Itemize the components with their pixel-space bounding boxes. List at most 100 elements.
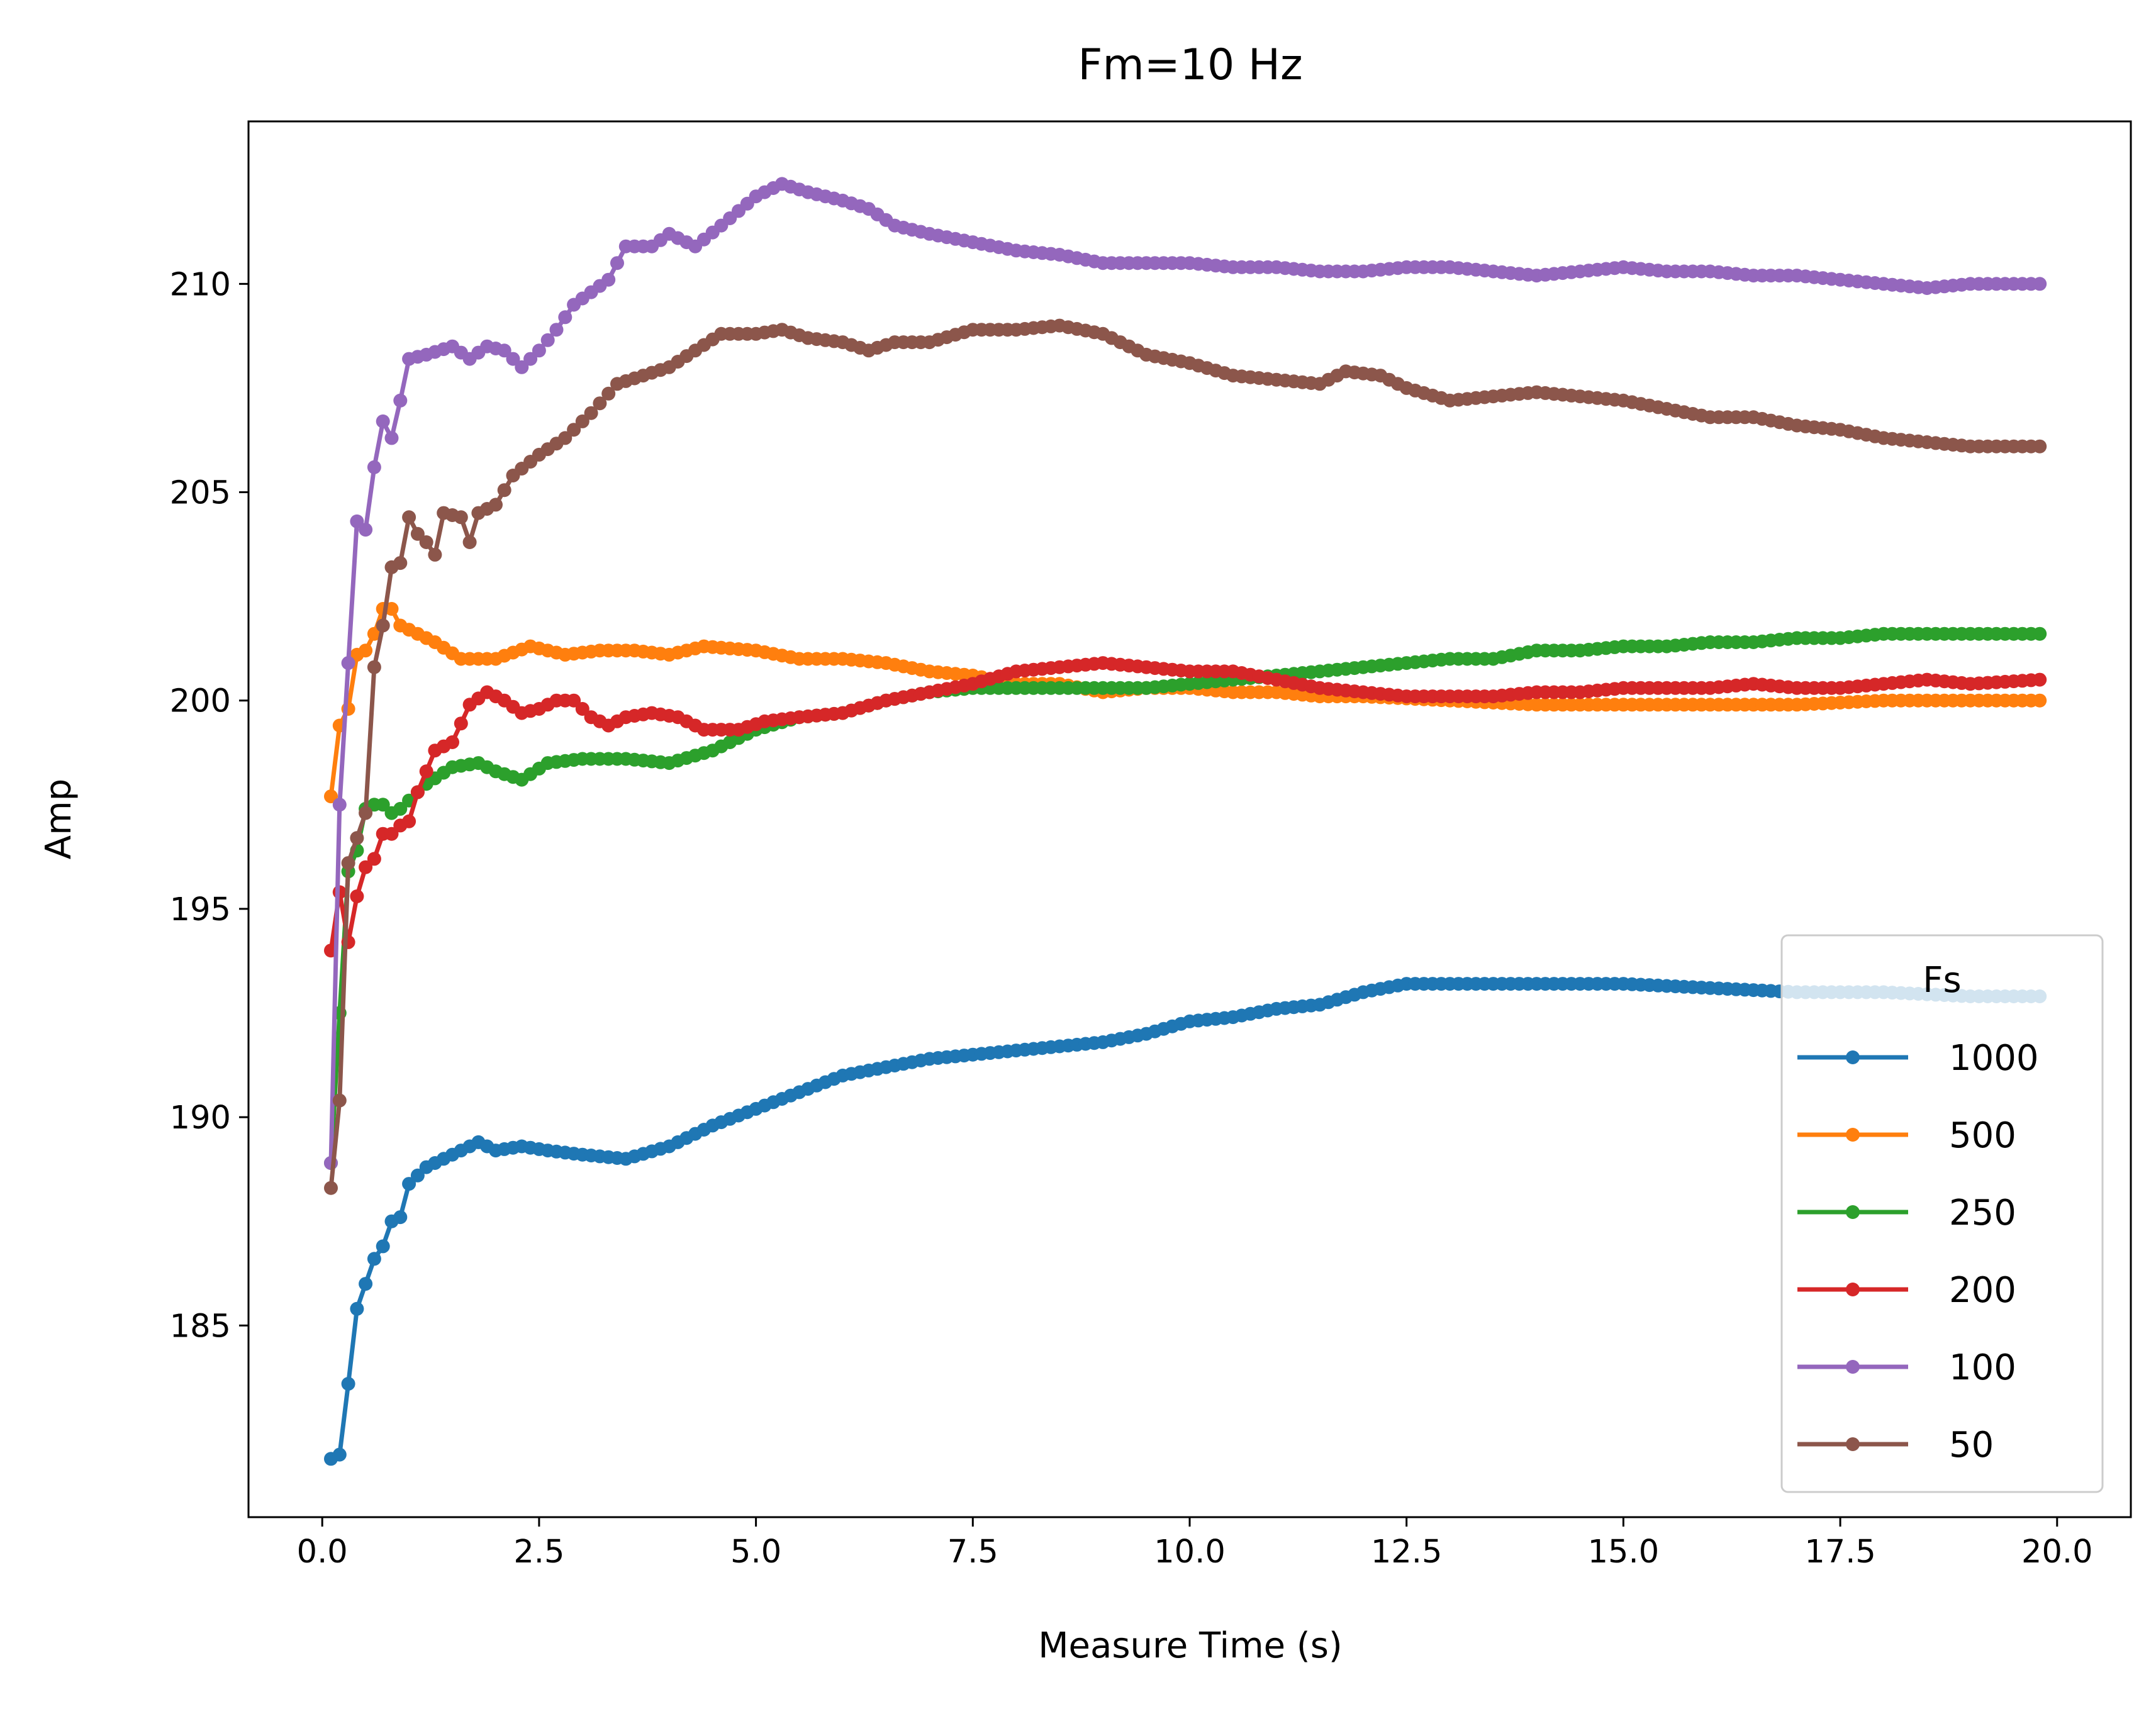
data-point bbox=[359, 860, 373, 874]
data-point bbox=[367, 852, 381, 866]
x-axis-label: Measure Time (s) bbox=[1038, 1625, 1343, 1666]
x-tick-label: 20.0 bbox=[2021, 1534, 2093, 1571]
legend-entry: 100 bbox=[1797, 1347, 2016, 1388]
data-point bbox=[367, 626, 381, 641]
legend: Fs 1000 500 250 200 100 50 bbox=[1780, 934, 2104, 1493]
data-point bbox=[532, 343, 546, 358]
legend-label: 500 bbox=[1949, 1115, 2016, 1156]
data-point bbox=[393, 556, 408, 571]
y-tick-label: 210 bbox=[170, 266, 231, 303]
data-point bbox=[393, 1210, 408, 1225]
data-point bbox=[601, 272, 616, 287]
series-layer bbox=[324, 177, 2047, 1466]
data-point bbox=[558, 431, 573, 445]
series-50 bbox=[324, 318, 2047, 1195]
data-point bbox=[2033, 693, 2047, 708]
y-tick-label: 190 bbox=[170, 1099, 231, 1137]
legend-label: 50 bbox=[1949, 1425, 1994, 1466]
data-point bbox=[332, 1447, 347, 1462]
legend-entry: 250 bbox=[1797, 1193, 2016, 1233]
data-point bbox=[367, 660, 381, 674]
legend-swatch-marker bbox=[1846, 1437, 1860, 1451]
y-tick-label: 185 bbox=[170, 1308, 231, 1345]
legend-entry: 200 bbox=[1797, 1270, 2016, 1311]
data-point bbox=[489, 498, 503, 512]
data-point bbox=[584, 406, 598, 420]
data-point bbox=[350, 889, 364, 903]
data-point bbox=[384, 431, 399, 445]
data-point bbox=[462, 535, 477, 549]
data-point bbox=[376, 414, 390, 428]
data-point bbox=[359, 1277, 373, 1291]
data-point bbox=[515, 360, 529, 374]
legend-box bbox=[1780, 934, 2104, 1493]
data-point bbox=[384, 827, 399, 841]
legend-label: 200 bbox=[1949, 1270, 2016, 1311]
legend-swatch-marker bbox=[1846, 1128, 1860, 1142]
y-axis: 185 190 195 200 205 210 bbox=[170, 266, 249, 1345]
legend-swatch-marker bbox=[1846, 1283, 1860, 1296]
data-point bbox=[506, 352, 520, 366]
legend-title: Fs bbox=[1923, 960, 1961, 1001]
legend-entry: 50 bbox=[1797, 1425, 1994, 1466]
data-point bbox=[610, 256, 624, 270]
data-point bbox=[324, 789, 338, 804]
data-point bbox=[2033, 626, 2047, 641]
x-tick-label: 17.5 bbox=[1804, 1534, 1876, 1571]
data-point bbox=[350, 514, 364, 528]
data-point bbox=[523, 352, 538, 366]
legend-entries: 1000 500 250 200 100 50 bbox=[1797, 1038, 2039, 1466]
series-1000 bbox=[324, 977, 2047, 1466]
data-point bbox=[341, 656, 355, 671]
data-point bbox=[558, 310, 573, 325]
data-point bbox=[410, 1168, 425, 1183]
series-100 bbox=[324, 177, 2047, 1170]
legend-label: 100 bbox=[1949, 1347, 2016, 1388]
data-point bbox=[575, 414, 589, 428]
legend-entry: 500 bbox=[1797, 1115, 2016, 1156]
data-point bbox=[332, 1093, 347, 1108]
data-point bbox=[350, 1301, 364, 1316]
x-tick-label: 2.5 bbox=[513, 1534, 564, 1571]
data-point bbox=[393, 393, 408, 408]
data-point bbox=[376, 1239, 390, 1254]
data-point bbox=[419, 764, 433, 779]
data-point bbox=[359, 643, 373, 658]
data-point bbox=[367, 460, 381, 474]
x-tick-label: 7.5 bbox=[947, 1534, 998, 1571]
data-point bbox=[350, 831, 364, 845]
chart-title: Fm=10 Hz bbox=[1078, 40, 1302, 90]
data-point bbox=[402, 814, 416, 828]
data-point bbox=[445, 735, 459, 749]
data-point bbox=[359, 806, 373, 820]
legend-label: 250 bbox=[1949, 1193, 2016, 1233]
data-point bbox=[341, 1377, 355, 1391]
y-tick-label: 205 bbox=[170, 475, 231, 512]
data-point bbox=[367, 1252, 381, 1266]
data-point bbox=[419, 535, 433, 549]
x-tick-label: 15.0 bbox=[1588, 1534, 1660, 1571]
data-point bbox=[2033, 277, 2047, 291]
y-axis-label: Amp bbox=[38, 779, 79, 859]
y-tick-label: 200 bbox=[170, 683, 231, 720]
data-point bbox=[2033, 439, 2047, 454]
data-point bbox=[410, 526, 425, 541]
data-point bbox=[341, 856, 355, 871]
data-point bbox=[2033, 672, 2047, 687]
legend-swatch-marker bbox=[1846, 1205, 1860, 1219]
x-tick-label: 5.0 bbox=[730, 1534, 781, 1571]
x-axis: 0.0 2.5 5.0 7.5 10.0 12.5 15.0 17.5 20.0 bbox=[297, 1517, 2093, 1571]
data-point bbox=[497, 483, 511, 498]
x-tick-label: 12.5 bbox=[1371, 1534, 1443, 1571]
legend-entry: 1000 bbox=[1797, 1038, 2039, 1079]
series-200 bbox=[324, 656, 2047, 958]
data-point bbox=[549, 323, 564, 337]
series-250 bbox=[324, 626, 2047, 1170]
data-point bbox=[359, 523, 373, 537]
data-point bbox=[454, 510, 468, 525]
data-point bbox=[393, 801, 408, 816]
data-point bbox=[567, 693, 581, 708]
data-point bbox=[601, 386, 616, 401]
